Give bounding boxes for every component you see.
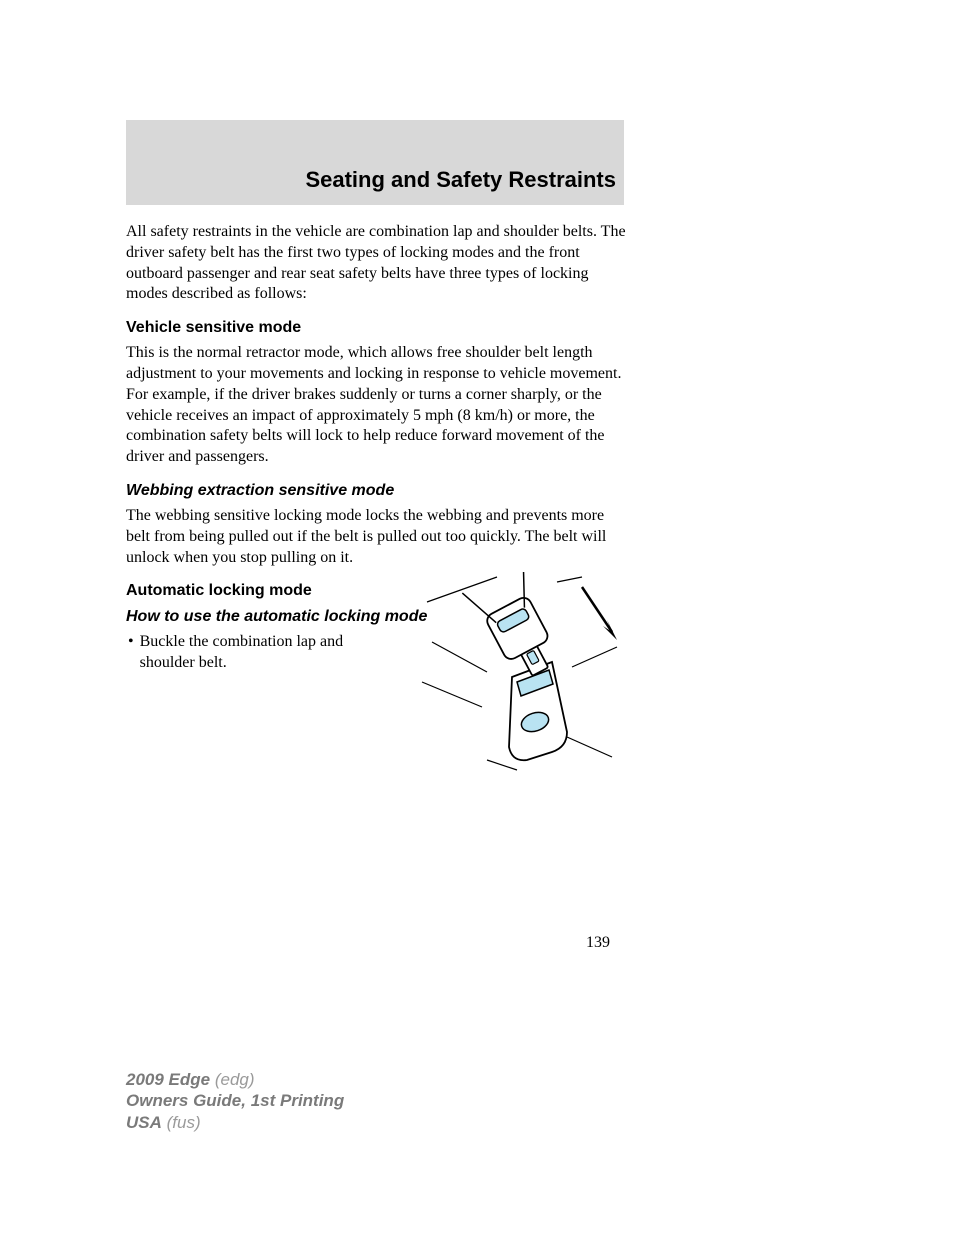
bullet-marker: • <box>126 632 134 653</box>
intro-paragraph: All safety restraints in the vehicle are… <box>126 222 626 305</box>
footer-block: 2009 Edge (edg) Owners Guide, 1st Printi… <box>126 1069 344 1133</box>
vehicle-sensitive-heading: Vehicle sensitive mode <box>126 319 626 337</box>
footer-guide: Owners Guide, 1st Printing <box>126 1091 344 1110</box>
seatbelt-buckle-illustration <box>417 572 627 772</box>
vehicle-sensitive-body: This is the normal retractor mode, which… <box>126 343 626 468</box>
footer-region-code: (fus) <box>167 1113 201 1132</box>
footer-region: USA <box>126 1113 162 1132</box>
footer-line-2: Owners Guide, 1st Printing <box>126 1090 344 1111</box>
footer-model-code: (edg) <box>215 1070 255 1089</box>
bullet-text: Buckle the combination lap and shoulder … <box>140 632 400 674</box>
webbing-heading: Webbing extraction sensitive mode <box>126 482 626 500</box>
section-title: Seating and Safety Restraints <box>305 167 616 193</box>
footer-line-1: 2009 Edge (edg) <box>126 1069 344 1090</box>
section-header-bar: Seating and Safety Restraints <box>126 120 624 205</box>
page-number: 139 <box>586 934 610 952</box>
webbing-body: The webbing sensitive locking mode locks… <box>126 506 626 568</box>
footer-line-3: USA (fus) <box>126 1112 344 1133</box>
footer-model: 2009 Edge <box>126 1070 210 1089</box>
